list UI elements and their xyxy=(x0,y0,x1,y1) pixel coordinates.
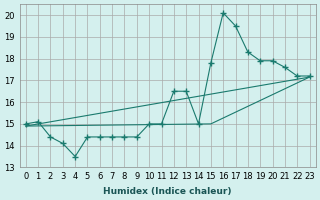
X-axis label: Humidex (Indice chaleur): Humidex (Indice chaleur) xyxy=(103,187,232,196)
